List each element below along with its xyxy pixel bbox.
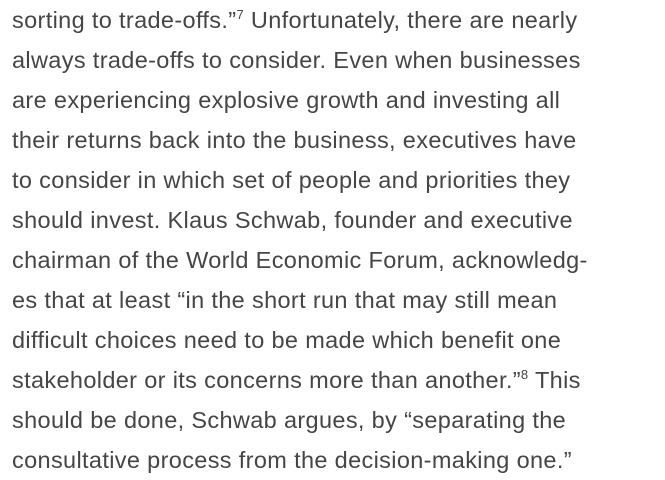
text-line: should invest. Klaus Schwab, founder and… — [12, 200, 588, 240]
text-run: chairman of the World Economic Forum, ac… — [12, 247, 588, 273]
text-run: difficult choices need to be made which … — [12, 327, 562, 353]
text-run: Unfortunately, there are nearly — [244, 7, 578, 33]
text-run: their returns back into the business, ex… — [12, 127, 577, 153]
text-run: to consider in which set of people and p… — [12, 167, 571, 193]
text-line: to consider in which set of people and p… — [12, 160, 588, 200]
text-line: always trade-offs to consider. Even when… — [12, 40, 588, 80]
footnote-ref: 7 — [236, 7, 245, 22]
text-run: always trade-offs to consider. Even when… — [12, 47, 581, 73]
text-line: their returns back into the business, ex… — [12, 120, 588, 160]
text-run: are experiencing explosive growth and in… — [12, 87, 561, 113]
text-line: should be done, Schwab argues, by “separ… — [12, 400, 588, 440]
text-run: This — [528, 367, 581, 393]
text-line: difficult choices need to be made which … — [12, 320, 588, 360]
text-line: consultative process from the decision-m… — [12, 440, 588, 480]
text-line: are experiencing explosive growth and in… — [12, 80, 588, 120]
text-run: es that at least “in the short run that … — [12, 287, 558, 313]
text-line: stakeholder or its concerns more than an… — [12, 360, 588, 400]
text-line: es that at least “in the short run that … — [12, 280, 588, 320]
text-run: should invest. Klaus Schwab, founder and… — [12, 207, 573, 233]
text-run: should be done, Schwab argues, by “separ… — [12, 407, 567, 433]
text-line: chairman of the World Economic Forum, ac… — [12, 240, 588, 280]
text-run: sorting to trade-offs.” — [12, 7, 237, 33]
paragraph: sorting to trade-offs.”7 Unfortunately, … — [12, 0, 588, 480]
text-run: consultative process from the decision-m… — [12, 447, 572, 473]
text-run: stakeholder or its concerns more than an… — [12, 367, 521, 393]
footnote-ref: 8 — [520, 367, 529, 382]
text-line: sorting to trade-offs.”7 Unfortunately, … — [12, 0, 588, 40]
